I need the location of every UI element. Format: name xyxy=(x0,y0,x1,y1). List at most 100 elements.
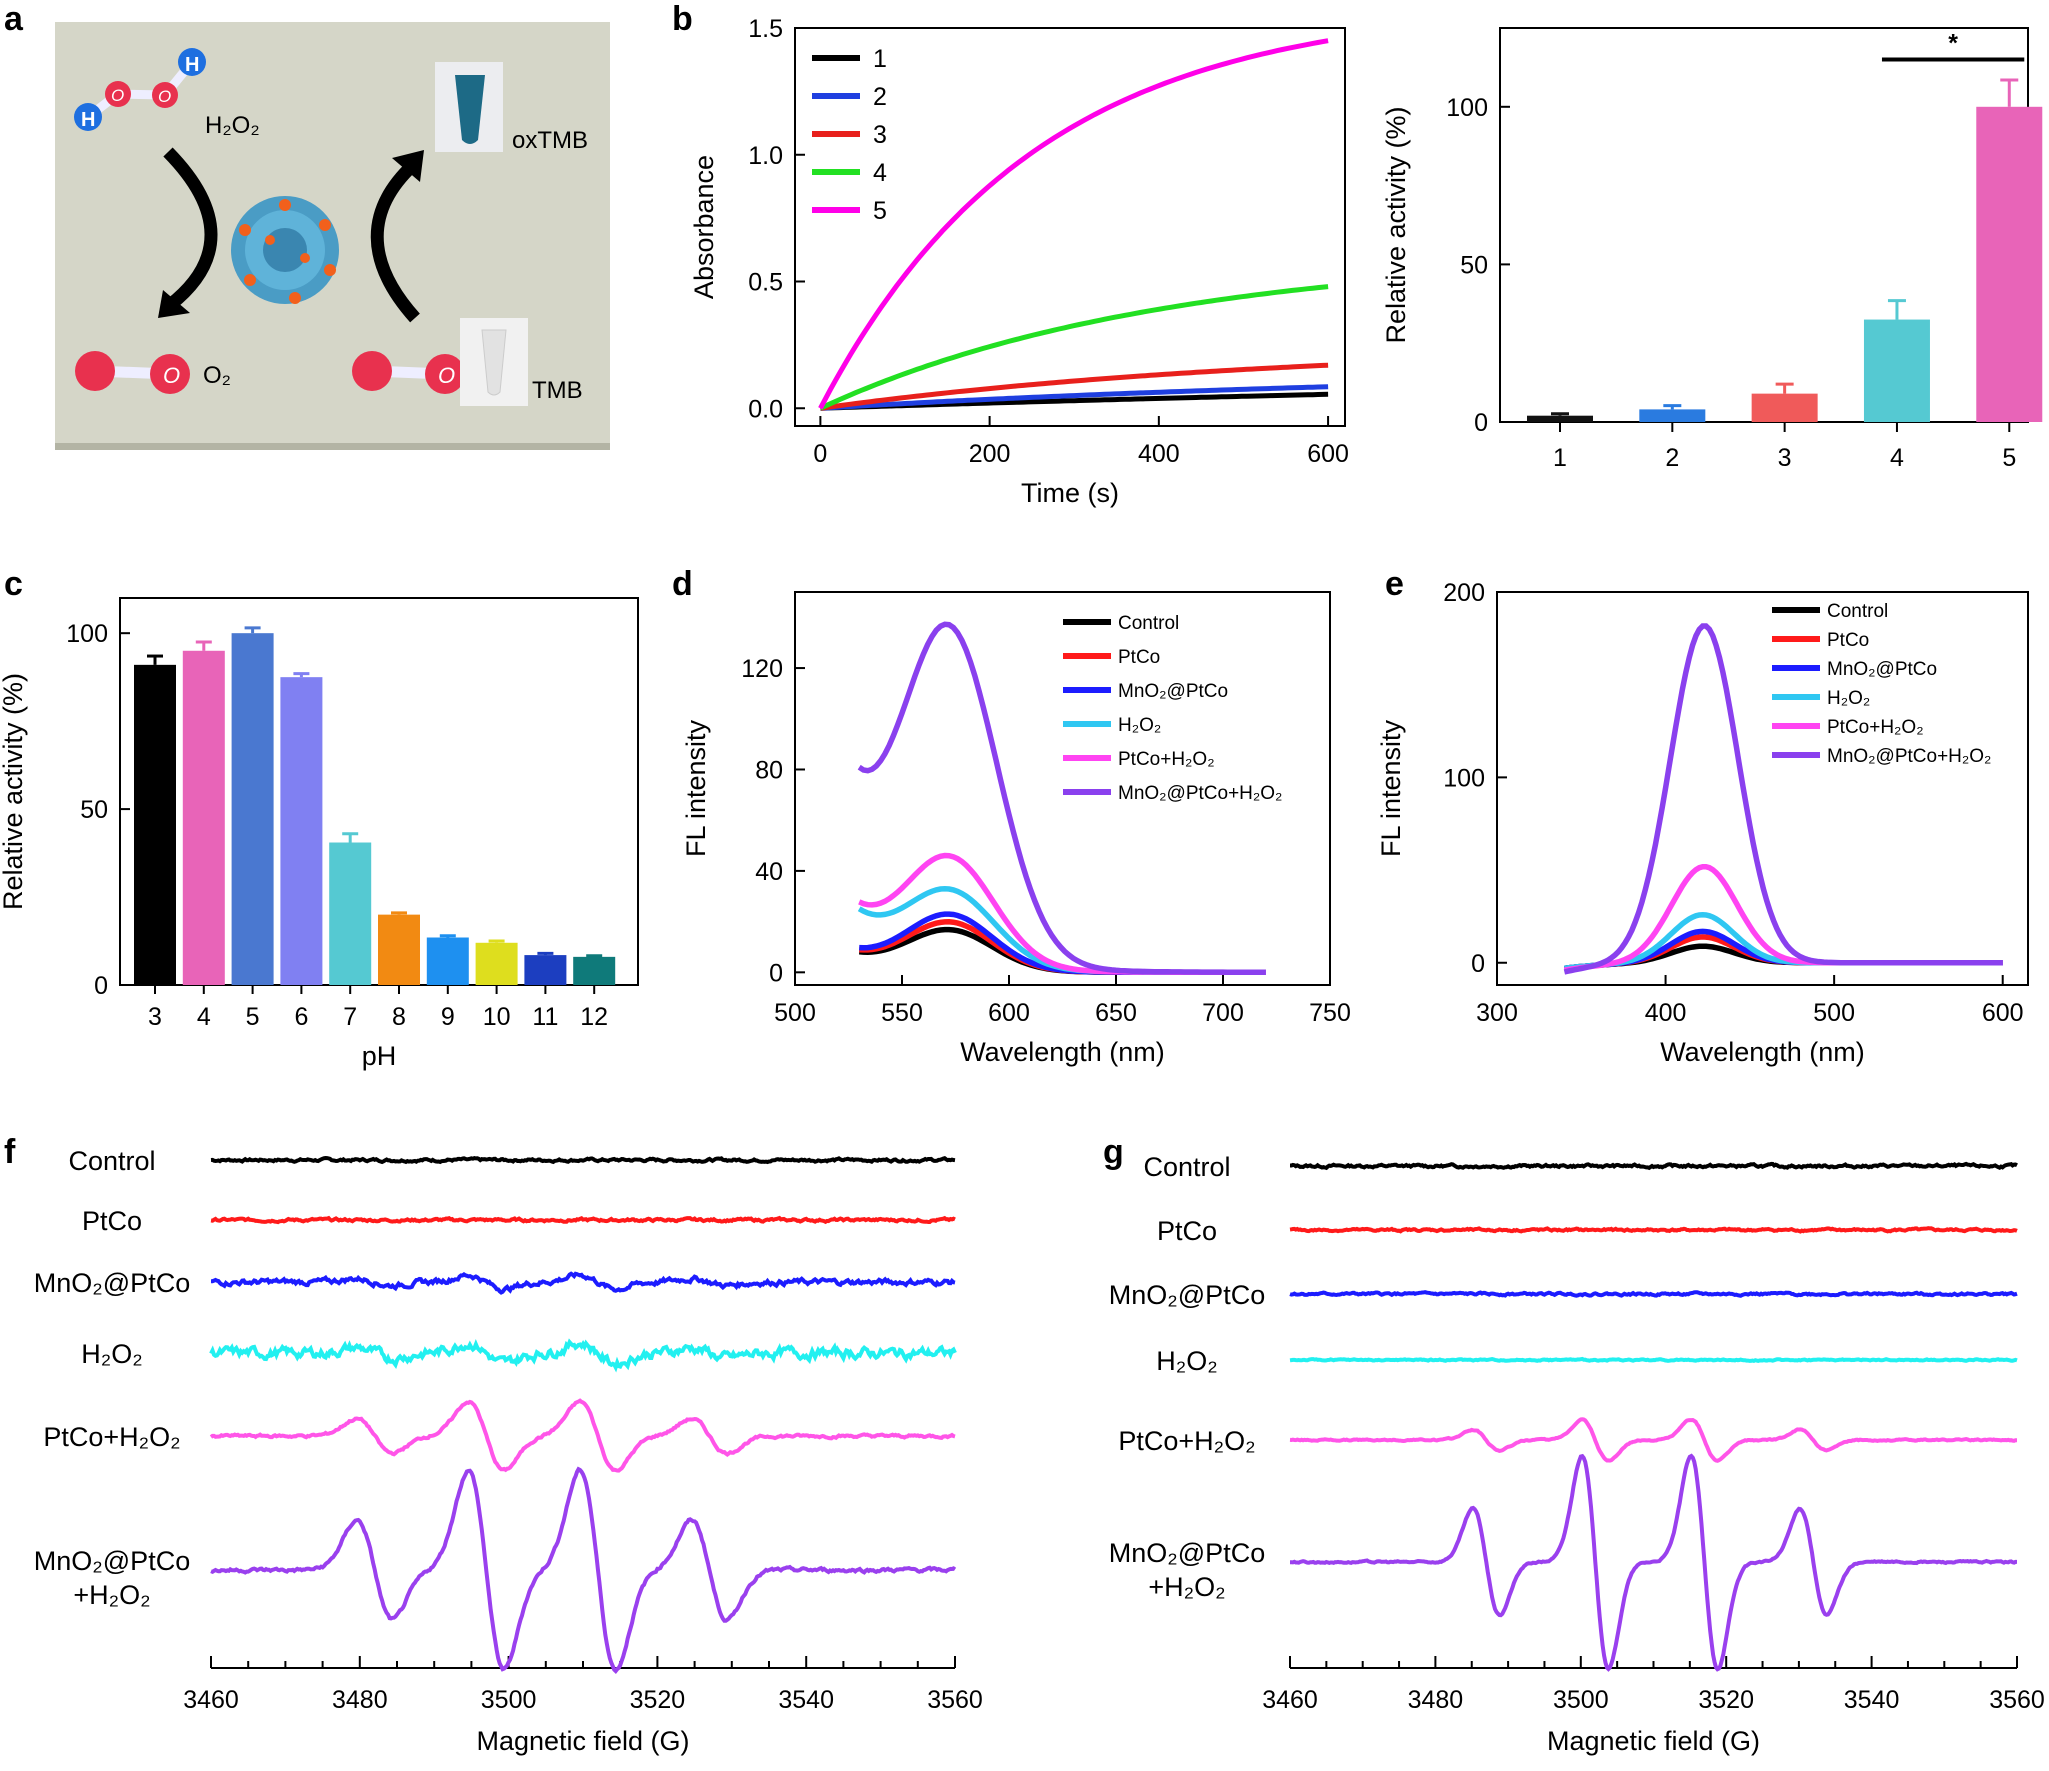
arrowhead-icon xyxy=(392,150,424,182)
y-axis-label: FL intensity xyxy=(1376,719,1406,857)
blue-vial-icon xyxy=(455,75,485,144)
epr-spectra-g: 3460 3480 3500 3520 3540 3560 Magnetic field (… xyxy=(1109,1152,2045,1756)
x-tick-label: 3560 xyxy=(927,1686,983,1714)
nanoparticle-icon xyxy=(231,196,339,304)
panel-label-d: d xyxy=(672,565,693,603)
x-tick-label: 3520 xyxy=(630,1686,686,1714)
legend-label: 4 xyxy=(873,159,887,187)
series-line xyxy=(859,911,1266,976)
bar xyxy=(475,942,518,985)
series-line xyxy=(858,852,1266,976)
y-tick-label: 40 xyxy=(755,858,783,886)
tmb-label: TMB xyxy=(532,377,583,404)
series-line xyxy=(820,362,1329,411)
bar xyxy=(524,955,567,985)
fluorescence-chart-e: 300 400 500 600 0 100 200 Wavelength (nm) FL int… xyxy=(1376,579,2029,1067)
x-tick-label: 700 xyxy=(1202,999,1244,1027)
x-axis-label: Magnetic field (G) xyxy=(476,1726,689,1756)
legend-label: PtCo+H₂O₂ xyxy=(1827,717,1924,738)
legend-label: 1 xyxy=(873,45,887,73)
x-tick-label: 10 xyxy=(483,1003,511,1031)
x-axis-label: pH xyxy=(362,1041,397,1071)
oxygen-atom-label: O xyxy=(111,86,124,105)
spectrum-label: PtCo xyxy=(82,1206,142,1236)
x-tick-label: 9 xyxy=(441,1003,455,1031)
bar xyxy=(231,633,274,985)
y-tick-label: 100 xyxy=(1443,764,1485,792)
bar xyxy=(1976,106,2043,423)
oxygen-atom-label: O xyxy=(438,363,455,388)
arrowhead-icon xyxy=(158,290,190,318)
legend-label: MnO₂@PtCo xyxy=(1118,681,1228,702)
arrow-down-icon xyxy=(163,147,218,311)
legend-label: 5 xyxy=(873,197,887,225)
spectrum-label: H₂O₂ xyxy=(1156,1346,1217,1376)
epr-spectra-f: 3460 3480 3500 3520 3540 3560 Magnetic field (… xyxy=(34,1146,983,1756)
schematic: H O O H H₂O₂ O O₂ O oxTMB TMB xyxy=(55,22,610,450)
hydrogen-atom-label: H xyxy=(81,109,95,131)
x-tick-label: 600 xyxy=(1307,440,1349,468)
x-tick-label: 3560 xyxy=(1989,1686,2045,1714)
bar xyxy=(1527,415,1593,422)
x-tick-label: 400 xyxy=(1138,440,1180,468)
x-tick-label: 8 xyxy=(392,1003,406,1031)
plot-frame xyxy=(1496,591,2029,986)
spectrum-label: MnO₂@PtCo xyxy=(34,1268,190,1298)
oxygen-atom-label: O xyxy=(158,87,171,106)
spectrum-label: +H₂O₂ xyxy=(1148,1572,1225,1602)
x-tick-label: 12 xyxy=(580,1003,608,1031)
y-tick-label: 50 xyxy=(1460,251,1488,279)
y-axis-label: FL intensity xyxy=(681,719,711,857)
spectrum-line xyxy=(210,1155,956,1165)
y-tick-label: 100 xyxy=(1446,94,1488,122)
bar xyxy=(182,650,225,985)
legend-label: PtCo+H₂O₂ xyxy=(1118,749,1215,770)
schematic-floor xyxy=(55,443,610,450)
spectrum-line xyxy=(1289,1226,2018,1234)
legend-label: PtCo xyxy=(1827,630,1869,651)
series-line xyxy=(1563,863,2003,973)
spectrum-line xyxy=(209,1338,957,1373)
panel-label-c: c xyxy=(4,565,23,603)
spectrum-line xyxy=(1289,1417,2017,1463)
spectrum-label: PtCo+H₂O₂ xyxy=(1118,1426,1255,1456)
spectrum-label: +H₂O₂ xyxy=(73,1580,150,1610)
y-axis-label: Relative activity (%) xyxy=(1381,106,1411,343)
bar xyxy=(1863,319,1930,422)
spectrum-line xyxy=(211,1271,956,1295)
x-tick-label: 4 xyxy=(1890,444,1904,472)
x-tick-label: 3540 xyxy=(778,1686,834,1714)
series-line xyxy=(818,38,1329,410)
o2-label: O₂ xyxy=(203,362,231,389)
legend-label: 3 xyxy=(873,121,887,149)
hydrogen-atom-label: H xyxy=(185,54,199,76)
relative-activity-bar-chart: 0 50 100 Relative activity (%) 1 2 3 4 5 * xyxy=(1381,27,2043,472)
spectrum-label: MnO₂@PtCo xyxy=(34,1546,190,1576)
x-tick-label: 1 xyxy=(1553,444,1567,472)
y-axis-label: Relative activity (%) xyxy=(0,673,28,910)
series-line xyxy=(857,621,1266,975)
spectrum-label: MnO₂@PtCo xyxy=(1109,1538,1265,1568)
panel-label-f: f xyxy=(4,1133,16,1171)
y-tick-label: 0.0 xyxy=(748,395,783,423)
x-axis-label: Time (s) xyxy=(1021,478,1119,508)
y-axis-label: Absorbance xyxy=(689,155,719,299)
plot-frame xyxy=(794,591,1331,986)
y-tick-label: 0 xyxy=(94,972,108,1000)
spectrum-line xyxy=(1290,1453,2017,1672)
x-tick-label: 3500 xyxy=(1553,1686,1609,1714)
y-tick-label: 1.0 xyxy=(748,142,783,170)
panel-label-e: e xyxy=(1385,565,1404,603)
legend-label: MnO₂@PtCo+H₂O₂ xyxy=(1118,783,1282,804)
bar xyxy=(426,937,469,985)
spectrum-line xyxy=(210,1466,957,1674)
bar xyxy=(378,914,420,985)
oxygen-atom-label: O xyxy=(163,363,180,388)
x-tick-label: 3480 xyxy=(332,1686,388,1714)
spectrum-line xyxy=(1289,1290,2018,1298)
x-tick-label: 500 xyxy=(774,999,816,1027)
oxtmb-label: oxTMB xyxy=(512,127,588,154)
spectrum-label: PtCo xyxy=(1157,1216,1217,1246)
bar xyxy=(573,956,616,985)
